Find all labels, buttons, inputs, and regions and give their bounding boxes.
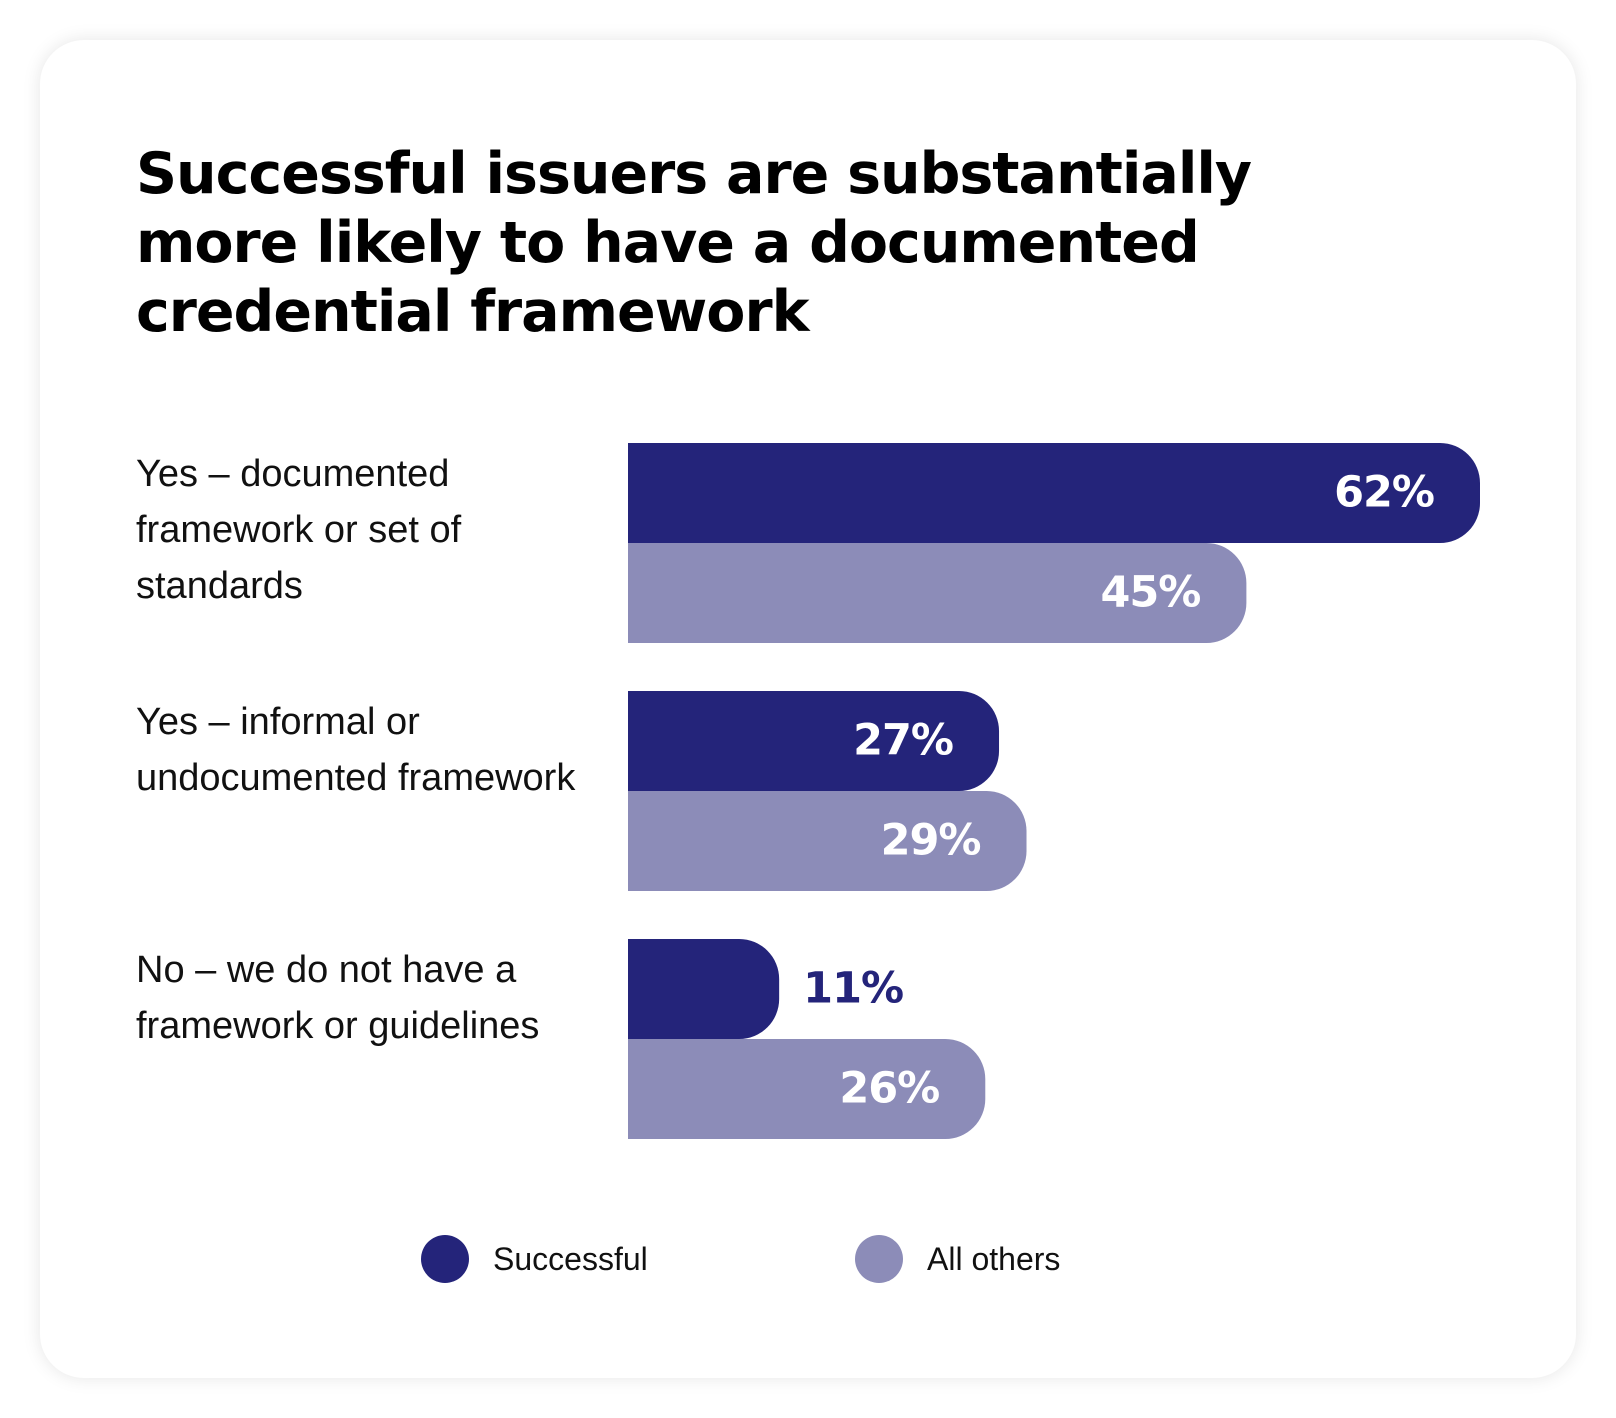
data-label-successful-none: 11% xyxy=(803,964,903,1014)
legend-swatch-successful xyxy=(421,1235,469,1283)
category-label-documented: Yes – documented framework or set of sta… xyxy=(136,453,462,607)
legend-label-all-others: All others xyxy=(927,1240,1061,1277)
bar-successful-none xyxy=(628,939,780,1039)
data-label-all-others-informal: 29% xyxy=(881,816,981,866)
legend-item-successful: Successful xyxy=(421,1234,648,1284)
bar-all-others-informal xyxy=(628,791,1027,891)
data-label-all-others-none: 26% xyxy=(839,1064,939,1114)
data-label-successful-documented: 62% xyxy=(1334,468,1434,518)
bar-all-others-documented xyxy=(628,543,1247,643)
chart-title: Successful issuers are substantially mor… xyxy=(136,141,1252,345)
legend-swatch-all-others xyxy=(855,1235,903,1283)
bar-all-others-none xyxy=(628,1039,986,1139)
data-label-all-others-documented: 45% xyxy=(1100,568,1200,618)
category-label-none: No – we do not have a framework or guide… xyxy=(136,949,540,1047)
legend-item-all-others: All others xyxy=(855,1234,1060,1284)
bar-successful-informal xyxy=(628,691,1000,791)
legend-label-successful: Successful xyxy=(493,1240,648,1277)
bar-successful-documented xyxy=(628,443,1480,543)
data-label-successful-informal: 27% xyxy=(853,716,953,766)
category-label-informal: Yes – informal or undocumented framework xyxy=(136,701,576,799)
